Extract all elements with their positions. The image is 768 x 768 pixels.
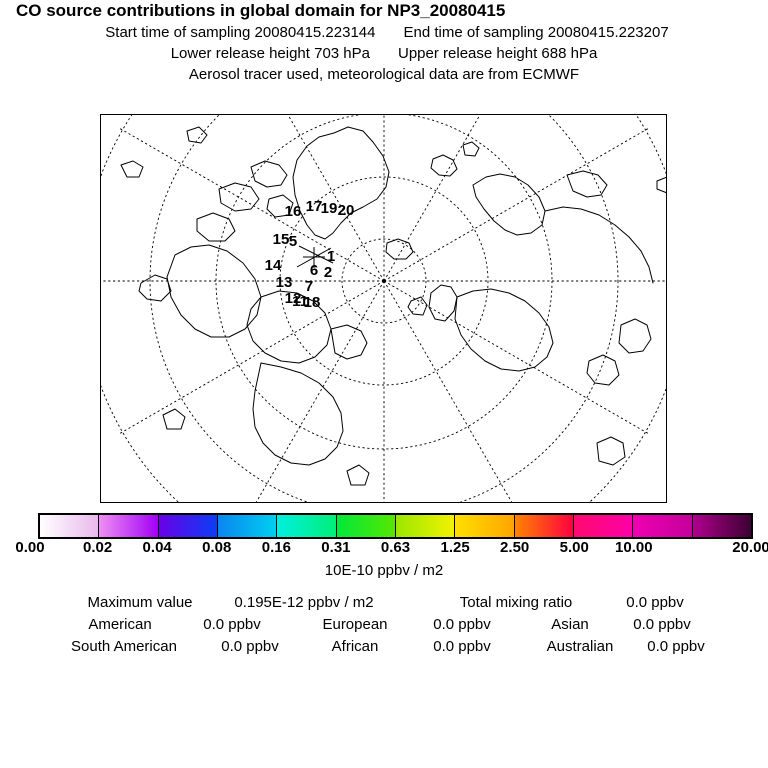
graticule-latitude-circles [101,115,666,502]
stat-row: American 0.0 ppbv European 0.0 ppbv Asia… [0,616,768,638]
colorbar-segment [336,515,396,537]
trajectory-label: 12 [285,290,302,307]
page-title: CO source contributions in global domain… [16,1,506,20]
colorbar-tick-label: 0.31 [321,539,351,556]
colorbar-segment [99,515,159,537]
tracer-note-line: Aerosol tracer used, meteorological data… [188,66,580,83]
trajectory-label: 1 [327,248,335,265]
colorbar-container [38,513,753,539]
colorbar-segment [692,515,751,537]
colorbar-tick-label: 0.04 [142,539,172,556]
colorbar-segment [455,515,515,537]
colorbar-tick-label: 5.00 [559,539,589,556]
lower-release-height-label: Lower release height 703 hPa [170,45,370,62]
colorbar-tick-label: 1.25 [440,539,470,556]
colorbar-tick-label: 0.63 [380,539,411,556]
african-value: 0.0 ppbv [433,638,491,655]
trajectory-label: 15 [273,231,290,248]
max-value-value: 0.195E-12 ppbv / m2 [234,594,374,611]
start-time-label: Start time of sampling 20080415.223144 [105,24,376,41]
african-label: African [331,638,379,655]
trajectory-label: 17 [306,198,323,215]
trajectory-label-group: 16 17 19 20 15 5 14 1 6 2 13 7 12 11 18 [265,198,355,311]
colorbar-segment [40,515,100,537]
trajectory-label: 6 [310,262,318,279]
european-label: European [322,616,388,633]
trajectory-label: 2 [324,264,332,281]
colorbar-tick-label: 0.08 [202,539,232,556]
colorbar-tick-label: 0.16 [261,539,291,556]
colorbar-segment [633,515,693,537]
colorbar-segment [573,515,634,537]
colorbar-segment [277,515,337,537]
american-value: 0.0 ppbv [203,616,261,633]
colorbar-tick-label: 10.00 [615,539,653,556]
asian-value: 0.0 ppbv [633,616,691,633]
stat-row: South American 0.0 ppbv African 0.0 ppbv… [0,638,768,660]
max-value-label: Maximum value [87,594,193,611]
trajectory-label: 11 [292,293,308,310]
sampling-time-line: Start time of sampling 20080415.223144 En… [0,22,768,43]
trajectory-label: 5 [289,233,297,250]
trajectory-label: 14 [265,257,282,274]
colorbar-tick-label: 2.50 [500,539,530,556]
colorbar-segment [514,515,574,537]
total-mixing-ratio-value: 0.0 ppbv [626,594,684,611]
release-point-marker [296,245,334,268]
trajectory-label: 7 [305,278,313,295]
total-mixing-ratio-label: Total mixing ratio [459,594,573,611]
south-american-label: South American [71,638,177,655]
colorbar-segment [217,515,278,537]
colorbar-tick-labels: 0.00 0.02 0.04 0.08 0.16 0.31 0.63 1.25 2.50 5.00… [0,539,768,557]
stat-row: Maximum value 0.195E-12 ppbv / m2 Total … [0,594,768,616]
south-american-value: 0.0 ppbv [221,638,279,655]
european-value: 0.0 ppbv [433,616,491,633]
end-time-label: End time of sampling 20080415.223207 [403,24,669,41]
upper-release-height-label: Upper release height 688 hPa [398,45,598,62]
header-block: CO source contributions in global domain… [0,0,768,85]
colorbar-unit-label: 10E-10 ppbv / m2 [324,562,444,579]
map-plot-area[interactable]: 16 17 19 20 15 5 14 1 6 2 13 7 12 11 18 [100,114,667,503]
release-height-line: Lower release height 703 hPa Upper releas… [0,43,768,64]
trajectory-label: 16 [285,203,302,220]
australian-value: 0.0 ppbv [647,638,705,655]
colorbar [38,513,753,539]
colorbar-tick-label: 0.02 [82,539,113,556]
colorbar-tick-label: 0.00 [15,539,45,556]
trajectory-label: 18 [304,294,321,311]
colorbar-segment [395,515,456,537]
colorbar-segment [158,515,218,537]
coastline-paths [120,126,666,486]
colorbar-tick-label: 20.00 [732,539,768,556]
asian-label: Asian [551,616,589,633]
graticule-meridians [101,115,666,502]
statistics-block: Maximum value 0.195E-12 ppbv / m2 Total … [0,594,768,660]
trajectory-label: 19 [321,200,338,217]
trajectory-label: 20 [338,202,355,219]
australian-label: Australian [546,638,614,655]
trajectory-label: 13 [276,274,293,291]
polar-stereographic-map: 16 17 19 20 15 5 14 1 6 2 13 7 12 11 18 [101,115,666,502]
american-label: American [88,616,152,633]
